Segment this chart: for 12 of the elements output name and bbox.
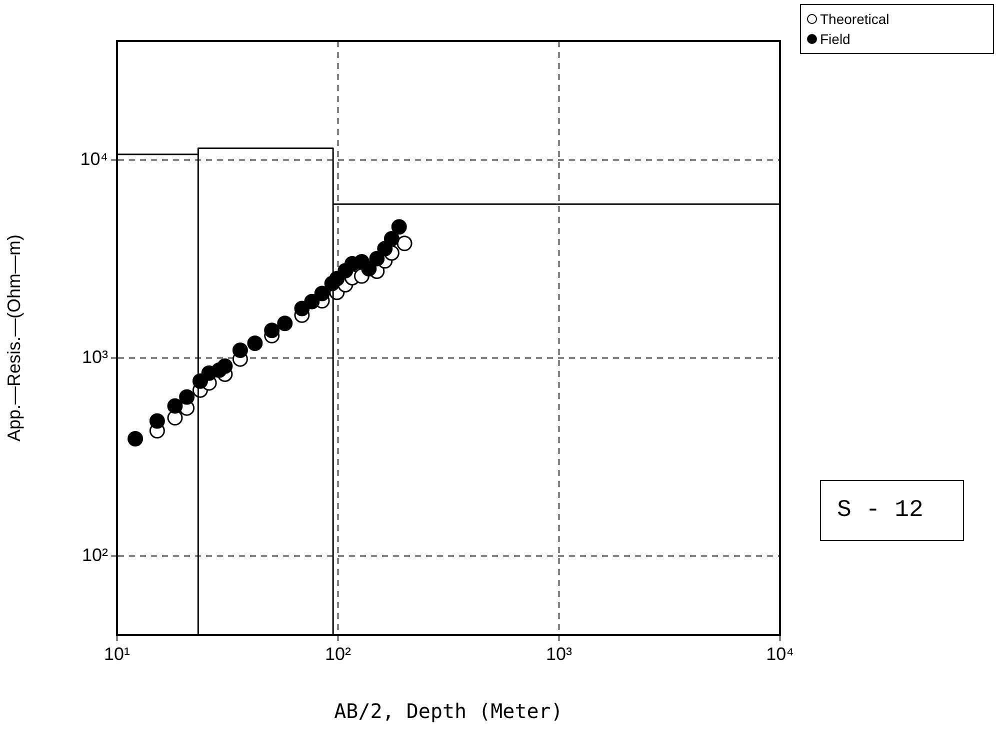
x-tick-label: 10³ [546, 644, 572, 664]
y-tick-label: 10² [82, 545, 108, 566]
legend-label: Field [820, 30, 850, 49]
legend-label: Theoretical [820, 10, 890, 29]
x-tick-label: 10⁴ [766, 644, 794, 664]
y-axis-title: App.—Resis.—(Ohm—m) [4, 234, 24, 442]
x-tick-label: 10² [324, 644, 352, 664]
x-axis-title: AB/2, Depth (Meter) [334, 699, 563, 724]
text: S - 12 [820, 480, 964, 541]
x-tick-label: 10¹ [104, 644, 130, 664]
y-tick-label: 10³ [82, 347, 108, 368]
y-tick-label: 10⁴ [80, 149, 108, 170]
